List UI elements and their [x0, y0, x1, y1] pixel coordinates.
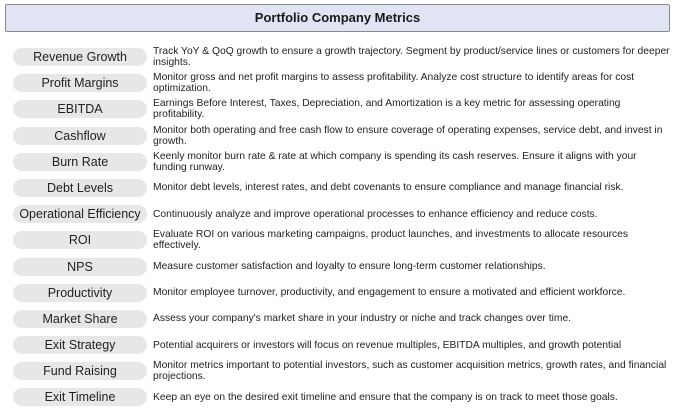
metric-row: Cashflow Monitor both operating and free …: [0, 123, 674, 149]
metric-row: Market Share Assess your company's market…: [0, 306, 674, 332]
metric-row: Exit Strategy Potential acquirers or inve…: [0, 332, 674, 358]
metric-label: ROI: [13, 231, 147, 250]
metric-label: Operational Efficiency: [13, 205, 147, 224]
metric-row: EBITDA Earnings Before Interest, Taxes, D…: [0, 96, 674, 122]
metric-label: Burn Rate: [13, 152, 147, 171]
metric-description-box: Earnings Before Interest, Taxes, Depreci…: [153, 96, 671, 122]
metric-description-box: Monitor employee turnover, productivity,…: [153, 280, 671, 306]
metric-description: Monitor employee turnover, productivity,…: [153, 287, 626, 299]
metric-description-box: Assess your company's market share in yo…: [153, 306, 671, 332]
metric-description-box: Keenly monitor burn rate & rate at which…: [153, 149, 671, 175]
metric-label: Revenue Growth: [13, 48, 147, 66]
metric-description-box: Keep an eye on the desired exit timeline…: [153, 384, 671, 410]
metric-description-box: Potential acquirers or investors will fo…: [153, 332, 671, 358]
metric-row: Debt Levels Monitor debt levels, interest…: [0, 175, 674, 201]
metric-row: ROI Evaluate ROI on various marketing cam…: [0, 227, 674, 253]
metric-description-box: Continuously analyze and improve operati…: [153, 201, 671, 227]
metric-description-box: Monitor metrics important to potential i…: [153, 358, 671, 384]
metric-description-box: Monitor both operating and free cash flo…: [153, 123, 671, 149]
metric-row: Burn Rate Keenly monitor burn rate & rate…: [0, 149, 674, 175]
metric-row: Operational Efficiency Continuously analy…: [0, 201, 674, 227]
metric-row: Productivity Monitor employee turnover, p…: [0, 280, 674, 306]
metric-description: Measure customer satisfaction and loyalt…: [153, 261, 546, 272]
metric-label: Exit Strategy: [13, 336, 147, 355]
metric-description: Earnings Before Interest, Taxes, Depreci…: [153, 98, 621, 121]
metric-description: Track YoY & QoQ growth to ensure a growt…: [153, 46, 670, 68]
metric-row: NPS Measure customer satisfaction and loy…: [0, 254, 674, 280]
metric-label: Productivity: [13, 283, 147, 302]
metric-row: Fund Raising Monitor metrics important to…: [0, 358, 674, 384]
metric-description: Monitor both operating and free cash flo…: [153, 124, 663, 147]
page-title: Portfolio Company Metrics: [5, 4, 670, 32]
metric-label: Fund Raising: [13, 362, 147, 381]
metrics-list: Revenue Growth Track YoY & QoQ growth to …: [0, 44, 674, 411]
metric-description-box: Track YoY & QoQ growth to ensure a growt…: [153, 44, 671, 70]
metric-description: Keenly monitor burn rate & rate at which…: [153, 150, 637, 173]
metric-label: NPS: [13, 257, 147, 276]
metric-label: Exit Timeline: [13, 388, 147, 407]
metric-row: Revenue Growth Track YoY & QoQ growth to …: [0, 44, 674, 70]
metric-description: Keep an eye on the desired exit timeline…: [153, 391, 618, 403]
metric-label: Cashflow: [13, 126, 147, 145]
metric-row: Exit Timeline Keep an eye on the desired …: [0, 384, 674, 410]
metric-description-box: Measure customer satisfaction and loyalt…: [153, 254, 671, 280]
metric-description: Monitor gross and net profit margins to …: [153, 72, 635, 95]
metric-description: Evaluate ROI on various marketing campai…: [153, 229, 629, 252]
metric-description: Monitor debt levels, interest rates, and…: [153, 182, 624, 194]
metric-description: Continuously analyze and improve operati…: [153, 208, 598, 220]
metric-label: Market Share: [13, 309, 147, 328]
metric-description-box: Monitor gross and net profit margins to …: [153, 70, 671, 96]
metric-label: Profit Margins: [13, 74, 147, 93]
metric-description: Potential acquirers or investors will fo…: [153, 339, 622, 351]
metric-description: Monitor metrics important to potential i…: [153, 360, 667, 383]
metric-description-box: Evaluate ROI on various marketing campai…: [153, 227, 671, 253]
metric-label: Debt Levels: [13, 178, 147, 197]
metric-description-box: Monitor debt levels, interest rates, and…: [153, 175, 671, 201]
metric-row: Profit Margins Monitor gross and net prof…: [0, 70, 674, 96]
metric-description: Assess your company's market share in yo…: [153, 313, 572, 325]
metric-label: EBITDA: [13, 100, 147, 119]
